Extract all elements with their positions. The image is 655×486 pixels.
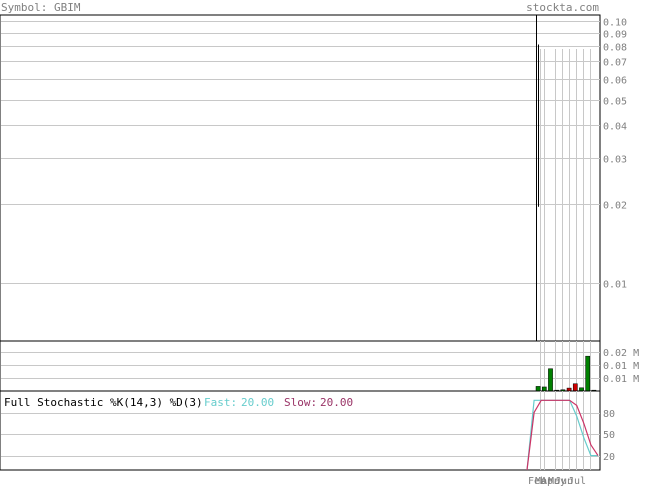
price-tick-label: 0.08 (603, 43, 627, 54)
price-tick-label: 0.03 (603, 155, 627, 166)
x-tick-label: Jun (555, 476, 573, 486)
stochastic-panel: Full Stochastic %K(14,3) %D(3) Fast: 20.… (0, 390, 615, 471)
volume-bar (535, 386, 541, 392)
price-tick-label: 0.07 (603, 58, 627, 69)
stochastic-tick-label: 50 (603, 430, 615, 441)
slow-label: Slow: (284, 396, 317, 409)
price-tick-label: 0.06 (603, 76, 627, 87)
x-tick-label: Apr (541, 476, 559, 486)
volume-tick-label: 0.02 M (603, 348, 639, 359)
volume-bar (572, 383, 578, 392)
watermark-link[interactable]: stockta.com (526, 1, 599, 14)
fast-value: 20.00 (241, 396, 274, 409)
x-tick-label: Feb (528, 476, 546, 486)
volume-panel: 0.02 M 0.01 M 0.01 M (0, 340, 639, 392)
volume-tick-label: 0.01 M (603, 361, 639, 372)
price-tick-labels: 0.100.09 0.08 0.07 0.06 0.05 0.04 0.03 0.02 0.01 (603, 18, 627, 291)
volume-bar (548, 368, 553, 392)
symbol-label: Symbol: GBIM (1, 1, 81, 14)
price-tick-label: 0.05 (603, 97, 627, 108)
price-tick-label: 0.09 (603, 30, 627, 41)
slow-line (526, 399, 599, 471)
fast-label: Fast: (204, 396, 237, 409)
volume-bar (541, 386, 547, 392)
x-tick-label: Jul (568, 476, 586, 486)
price-tick-label: 0.02 (603, 201, 627, 212)
stochastic-series (526, 399, 599, 471)
watermark: stockta.com (526, 1, 599, 14)
stochastic-title: Full Stochastic %K(14,3) %D(3) (4, 396, 203, 409)
price-tick-label: 0.04 (603, 122, 627, 133)
stochastic-grid (1, 391, 600, 470)
stochastic-tick-label: 80 (603, 409, 615, 420)
volume-grid (1, 341, 600, 391)
price-tick-label: 0.10 (603, 18, 627, 29)
volume-tick-labels: 0.02 M 0.01 M 0.01 M (603, 348, 639, 385)
slow-value: 20.00 (320, 396, 353, 409)
x-tick-label: May (548, 476, 566, 486)
stochastic-tick-labels: 80 50 20 (603, 409, 615, 463)
x-tick-label: Mar (535, 476, 553, 486)
price-frame (0, 14, 601, 342)
volume-tick-label: 0.01 M (603, 374, 639, 385)
volume-bar (585, 355, 591, 392)
price-tick-label: 0.01 (603, 280, 627, 291)
stochastic-tick-label: 20 (603, 452, 615, 463)
